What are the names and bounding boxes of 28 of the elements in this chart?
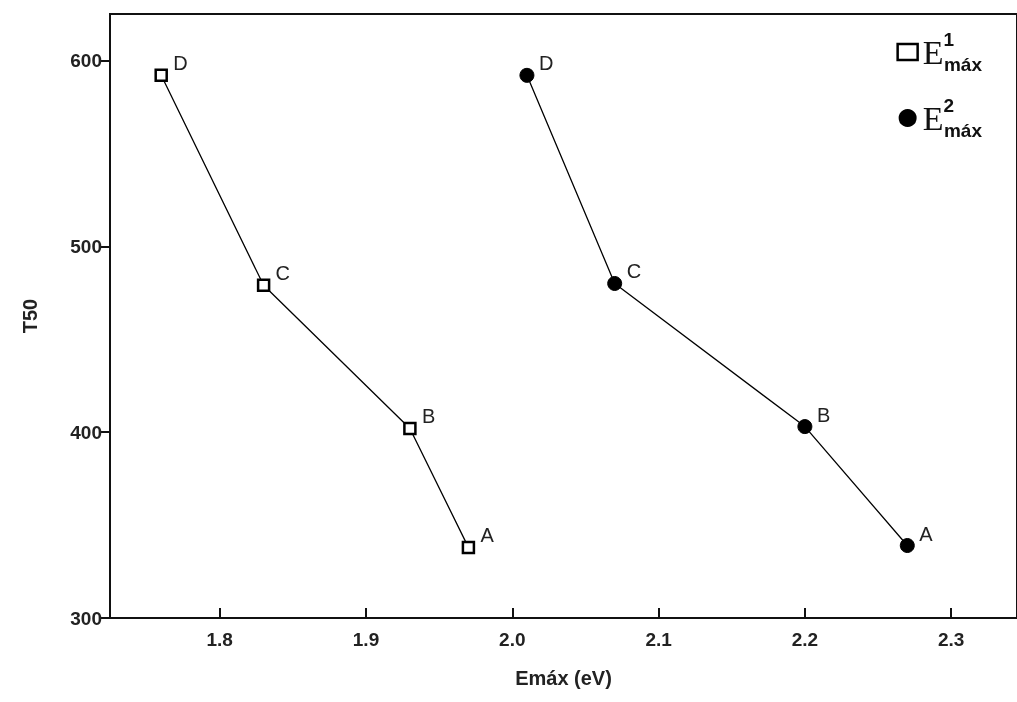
point	[519, 67, 535, 83]
y-tick-label: 500	[70, 235, 102, 257]
x-tick-label: 2.2	[791, 629, 819, 650]
point	[403, 421, 417, 436]
x-tick-label: 2.0	[499, 629, 526, 650]
y-tick-label: 400	[70, 421, 102, 443]
point	[461, 540, 476, 555]
point	[607, 275, 623, 291]
x-tick-label: 2.1	[645, 629, 673, 650]
annotation: D	[173, 52, 188, 75]
y-tick-label: 300	[70, 607, 102, 629]
x-axis-title: Emáx (eV)	[515, 667, 612, 689]
annotation: D	[538, 52, 554, 75]
annotation: A	[919, 522, 934, 545]
point	[154, 68, 168, 83]
annotation: C	[626, 260, 642, 283]
annotation: B	[816, 403, 831, 426]
point	[256, 278, 271, 293]
annotation: B	[421, 405, 436, 428]
x-tick-label: 1.9	[352, 629, 380, 650]
annotation: C	[275, 262, 291, 285]
point	[797, 419, 813, 435]
y-tick-label: 600	[70, 49, 102, 71]
x-tick-label: 2.3	[937, 629, 965, 650]
point	[899, 538, 915, 554]
annotation: A	[480, 524, 495, 547]
x-tick-label: 1.8	[206, 629, 233, 650]
y-axis-title: T50	[19, 298, 41, 334]
